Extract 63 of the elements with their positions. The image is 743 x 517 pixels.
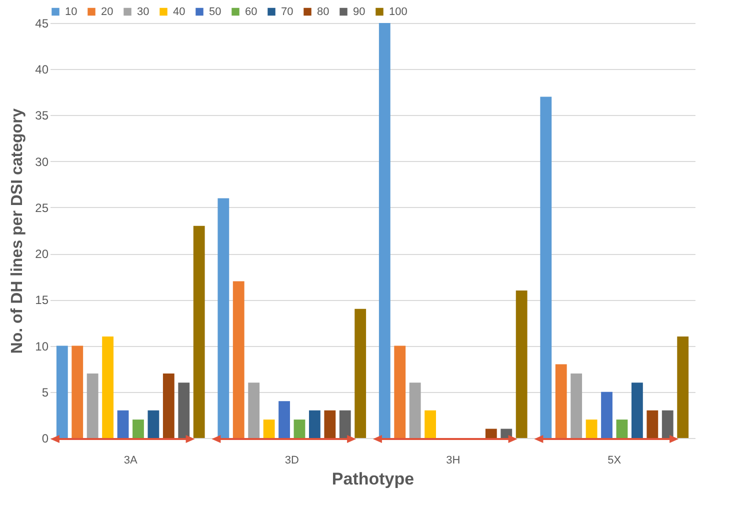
bar bbox=[378, 23, 390, 438]
bar bbox=[409, 382, 421, 438]
bar bbox=[662, 410, 674, 438]
bar bbox=[218, 198, 230, 438]
bar bbox=[132, 420, 144, 438]
legend-label: 100 bbox=[389, 6, 408, 18]
bar bbox=[294, 420, 306, 438]
x-tick-label: 3D bbox=[284, 454, 299, 466]
x-tick-label: 3H bbox=[446, 454, 460, 466]
bar bbox=[232, 281, 244, 438]
legend-label: 60 bbox=[245, 6, 258, 18]
bar bbox=[540, 96, 552, 438]
legend-label: 10 bbox=[65, 6, 78, 18]
x-tick-label: 5X bbox=[608, 454, 622, 466]
bar bbox=[324, 410, 336, 438]
bar bbox=[117, 410, 129, 438]
legend-label: 90 bbox=[353, 6, 366, 18]
bar bbox=[178, 382, 190, 438]
legend-label: 70 bbox=[281, 6, 294, 18]
y-tick-label: 10 bbox=[35, 339, 49, 354]
legend-label: 80 bbox=[317, 6, 330, 18]
bar bbox=[677, 336, 689, 438]
y-axis-title: No. of DH lines per DSI category bbox=[9, 108, 26, 354]
y-tick-label: 30 bbox=[35, 154, 49, 169]
bar bbox=[424, 410, 436, 438]
y-tick-label: 0 bbox=[42, 432, 49, 446]
x-tick-label: 3A bbox=[124, 454, 138, 466]
bar bbox=[339, 410, 351, 438]
legend-label: 50 bbox=[209, 6, 222, 18]
bar bbox=[601, 392, 612, 438]
legend-label: 20 bbox=[101, 6, 114, 18]
legend-label: 30 bbox=[137, 6, 150, 18]
bar bbox=[555, 364, 567, 438]
bar bbox=[354, 308, 366, 438]
bar bbox=[162, 373, 174, 438]
bar bbox=[148, 410, 160, 438]
bar bbox=[631, 382, 643, 438]
bar bbox=[278, 401, 290, 438]
bar bbox=[516, 290, 528, 438]
bar bbox=[500, 428, 512, 438]
bar bbox=[485, 428, 497, 438]
legend-label: 40 bbox=[173, 6, 186, 18]
y-tick-label: 40 bbox=[35, 62, 49, 77]
y-tick-label: 5 bbox=[42, 385, 49, 400]
bar bbox=[248, 382, 260, 438]
bar bbox=[394, 346, 406, 438]
bar bbox=[308, 410, 320, 438]
bar bbox=[570, 373, 582, 438]
bar bbox=[263, 420, 275, 438]
bar bbox=[616, 420, 628, 438]
bar bbox=[86, 373, 98, 438]
y-tick-label: 35 bbox=[35, 108, 49, 123]
bar bbox=[193, 226, 205, 438]
x-axis-title: Pathotype bbox=[332, 470, 414, 488]
y-tick-label: 15 bbox=[35, 293, 49, 308]
y-tick-label: 20 bbox=[35, 247, 49, 262]
y-tick-label: 25 bbox=[35, 200, 49, 215]
bar bbox=[72, 346, 84, 438]
y-tick-label: 45 bbox=[35, 16, 49, 30]
bar bbox=[56, 346, 68, 438]
bar bbox=[646, 410, 658, 438]
bar bbox=[102, 336, 114, 438]
bar bbox=[586, 420, 598, 438]
